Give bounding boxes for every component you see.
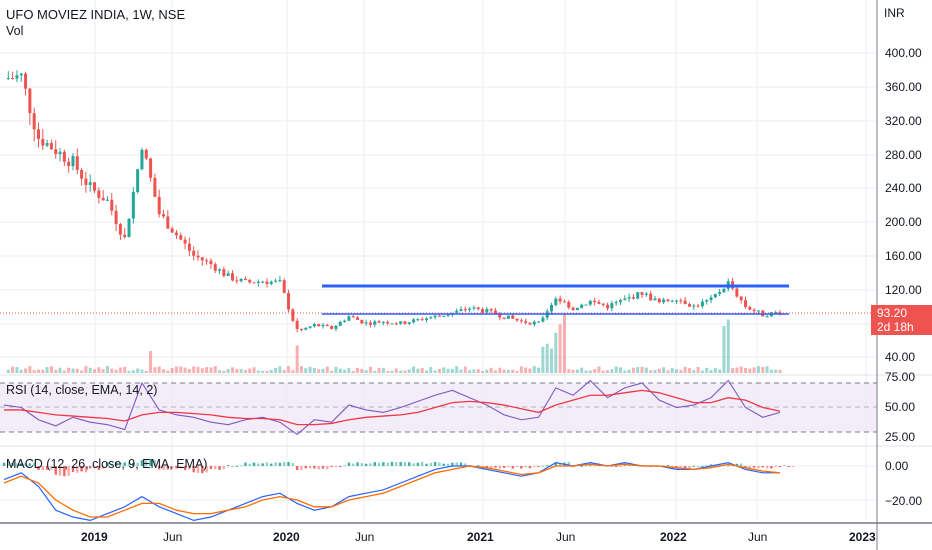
time-tick: Jun [748,530,768,544]
rsi-tick: 25.00 [885,430,916,444]
time-tick: Jun [355,530,375,544]
bar-countdown: 2d 18h [877,320,914,334]
rsi-tick: 75.00 [885,370,916,384]
macd-tick: −20.00 [885,494,923,508]
time-tick: 2020 [273,530,300,544]
volume-bars [6,313,782,373]
time-tick: 2019 [81,530,108,544]
rsi-tick: 50.00 [885,400,916,414]
rsi-legend[interactable]: RSI (14, close, EMA, 14, 2) [6,383,158,397]
time-tick: 2022 [660,530,687,544]
macd-legend[interactable]: MACD (12, 26, close, 9, EMA, EMA) [6,457,208,471]
price-tick: 280.00 [885,148,922,162]
price-tick: 160.00 [885,249,922,263]
price-tick: 320.00 [885,114,922,128]
time-tick: Jun [163,530,183,544]
last-price-value: 93.20 [877,306,908,320]
price-tick: 200.00 [885,215,922,229]
price-tick: 40.00 [885,350,916,364]
time-tick: Jun [556,530,576,544]
trendlines[interactable] [322,284,789,315]
last-price-badge: 93.20 2d 18h [871,305,932,335]
chart-title: UFO MOVIEZ INDIA, 1W, NSE [6,7,186,22]
macd-tick: 0.00 [885,459,909,473]
currency-label: INR [884,6,905,20]
time-tick: 2023 [849,530,876,544]
price-tick: 360.00 [885,80,922,94]
rsi-ma-line [4,389,781,426]
grid [0,0,932,520]
price-tick: 120.00 [885,283,922,297]
volume-label: Vol [6,24,24,38]
rsi-band [0,382,877,433]
candlesticks [6,70,782,333]
price-tick: 400.00 [885,46,922,60]
signal-line [3,463,781,518]
time-tick: 2021 [467,530,494,544]
price-tick: 240.00 [885,181,922,195]
